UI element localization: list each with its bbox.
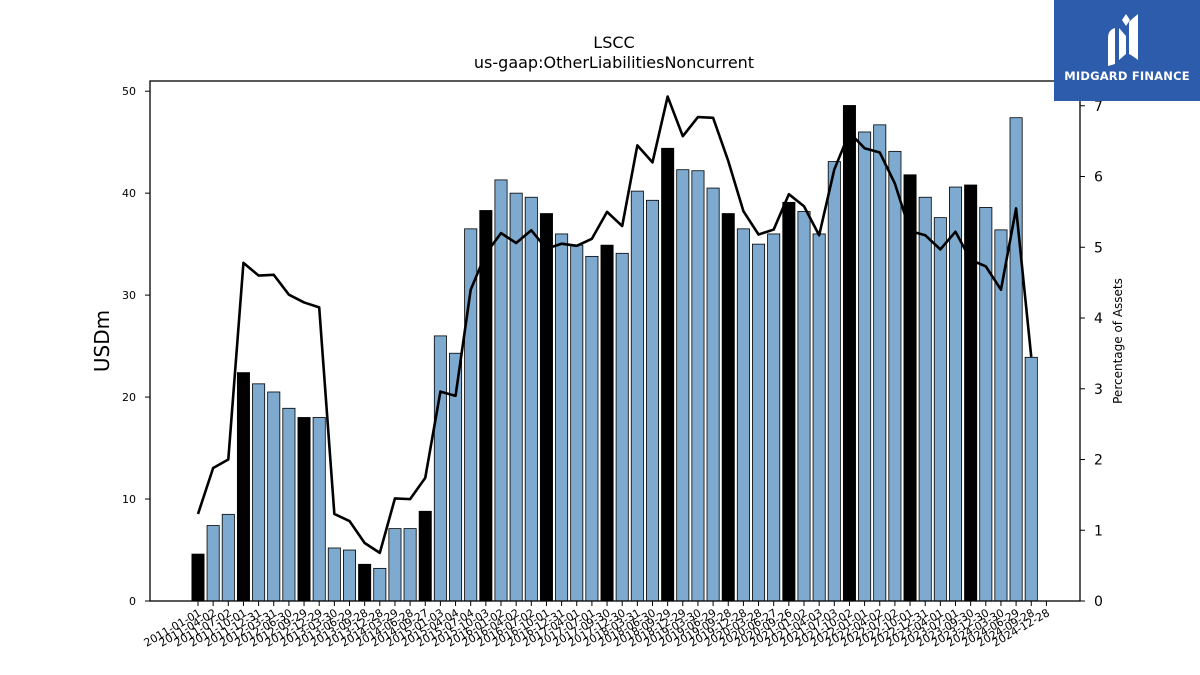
bar-2016-10-01 <box>539 213 553 602</box>
bar-2011-07-02 <box>221 513 235 602</box>
bar-2014-09-27 <box>418 510 432 602</box>
bar-2016-01-02 <box>494 179 508 602</box>
bar-2011-01-01 <box>191 553 205 602</box>
bar-2022-10-01 <box>903 174 917 602</box>
bar-2015-01-03 <box>433 335 447 602</box>
bar-2012-12-29 <box>312 417 326 602</box>
bar-2019-06-29 <box>706 187 720 602</box>
bar-2013-09-28 <box>358 563 372 602</box>
bar-2017-04-01 <box>570 244 584 602</box>
bar-2012-09-29 <box>297 417 311 602</box>
y-tick-label: 40 <box>122 187 136 200</box>
series-line-pct-of-assets <box>196 95 1033 555</box>
bar-2014-06-28 <box>403 528 417 602</box>
bar-2018-12-29 <box>676 169 690 602</box>
bar-2023-07-01 <box>949 186 963 602</box>
bar-2018-03-31 <box>630 190 644 602</box>
bar-2016-07-02 <box>524 196 538 602</box>
y2-tick-label: 4 <box>1094 311 1103 327</box>
bar-2015-10-03 <box>479 210 493 602</box>
bar-2016-12-31 <box>555 233 569 602</box>
bar-2013-03-30 <box>327 547 341 602</box>
y2-axis-label: Percentage of Assets <box>1111 278 1125 404</box>
brand-logo: MIDGARD FINANCE <box>1054 0 1200 101</box>
y-tick-label: 20 <box>122 391 136 404</box>
bar-2015-07-04 <box>464 228 478 602</box>
bar-2020-03-28 <box>752 243 766 602</box>
bar-2022-04-02 <box>873 124 887 602</box>
bar-2013-12-28 <box>373 567 387 602</box>
bar-2021-10-02 <box>842 105 856 602</box>
bar-2018-09-29 <box>661 147 675 602</box>
plot-frame <box>149 80 1081 602</box>
bar-2020-06-27 <box>767 233 781 602</box>
bar-2017-07-01 <box>585 255 599 602</box>
bar-2020-09-26 <box>782 201 796 602</box>
y2-tick-label: 7 <box>1094 99 1103 115</box>
bar-2022-07-02 <box>888 150 902 602</box>
bar-2019-12-28 <box>736 228 750 602</box>
y-tick-label: 0 <box>129 595 136 608</box>
y2-tick-label: 2 <box>1094 453 1103 469</box>
y-tick-label: 10 <box>122 493 136 506</box>
line-group <box>196 95 1033 555</box>
bar-2021-07-03 <box>827 161 841 602</box>
bar-2019-09-28 <box>721 213 735 602</box>
y-tick-label: 30 <box>122 289 136 302</box>
y2-tick-label: 6 <box>1094 170 1103 186</box>
y2-tick-label: 0 <box>1094 594 1103 610</box>
bar-2017-09-30 <box>600 244 614 602</box>
bar-2012-06-30 <box>282 407 296 602</box>
brand-name: MIDGARD FINANCE <box>1064 69 1190 83</box>
bar-2023-09-30 <box>964 184 978 602</box>
bars-group <box>191 105 1038 602</box>
chart-subtitle: us-gaap:OtherLiabilitiesNoncurrent <box>474 53 754 72</box>
bar-2014-03-29 <box>388 528 402 602</box>
chart-title: LSCC <box>593 33 634 52</box>
y2-tick-label: 3 <box>1094 382 1103 398</box>
bar-2011-10-01 <box>236 372 250 602</box>
bar-2019-03-30 <box>691 170 705 602</box>
bar-2022-01-01 <box>858 131 872 602</box>
bar-2012-03-31 <box>267 391 281 602</box>
y-tick-label: 50 <box>122 85 136 98</box>
bar-2024-06-29 <box>1009 117 1023 602</box>
axes-group: 01020304050012345672011-01-012011-04-022… <box>122 80 1103 650</box>
y2-tick-label: 5 <box>1094 240 1103 256</box>
bar-2024-09-28 <box>1024 356 1038 602</box>
bar-2018-06-30 <box>646 199 660 602</box>
bar-2017-12-30 <box>615 252 629 602</box>
y2-tick-label: 1 <box>1094 523 1103 539</box>
bar-2023-04-01 <box>933 217 947 602</box>
bar-2021-01-02 <box>797 211 811 602</box>
bar-2016-04-02 <box>509 192 523 602</box>
bar-2011-04-02 <box>206 525 220 602</box>
bar-2011-12-31 <box>252 383 266 602</box>
bar-2021-04-03 <box>812 233 826 602</box>
y-axis-label: USDm <box>90 310 114 372</box>
brand-mark-icon <box>1108 14 1138 66</box>
bar-2022-12-31 <box>918 196 932 602</box>
bar-2013-06-29 <box>342 549 356 602</box>
